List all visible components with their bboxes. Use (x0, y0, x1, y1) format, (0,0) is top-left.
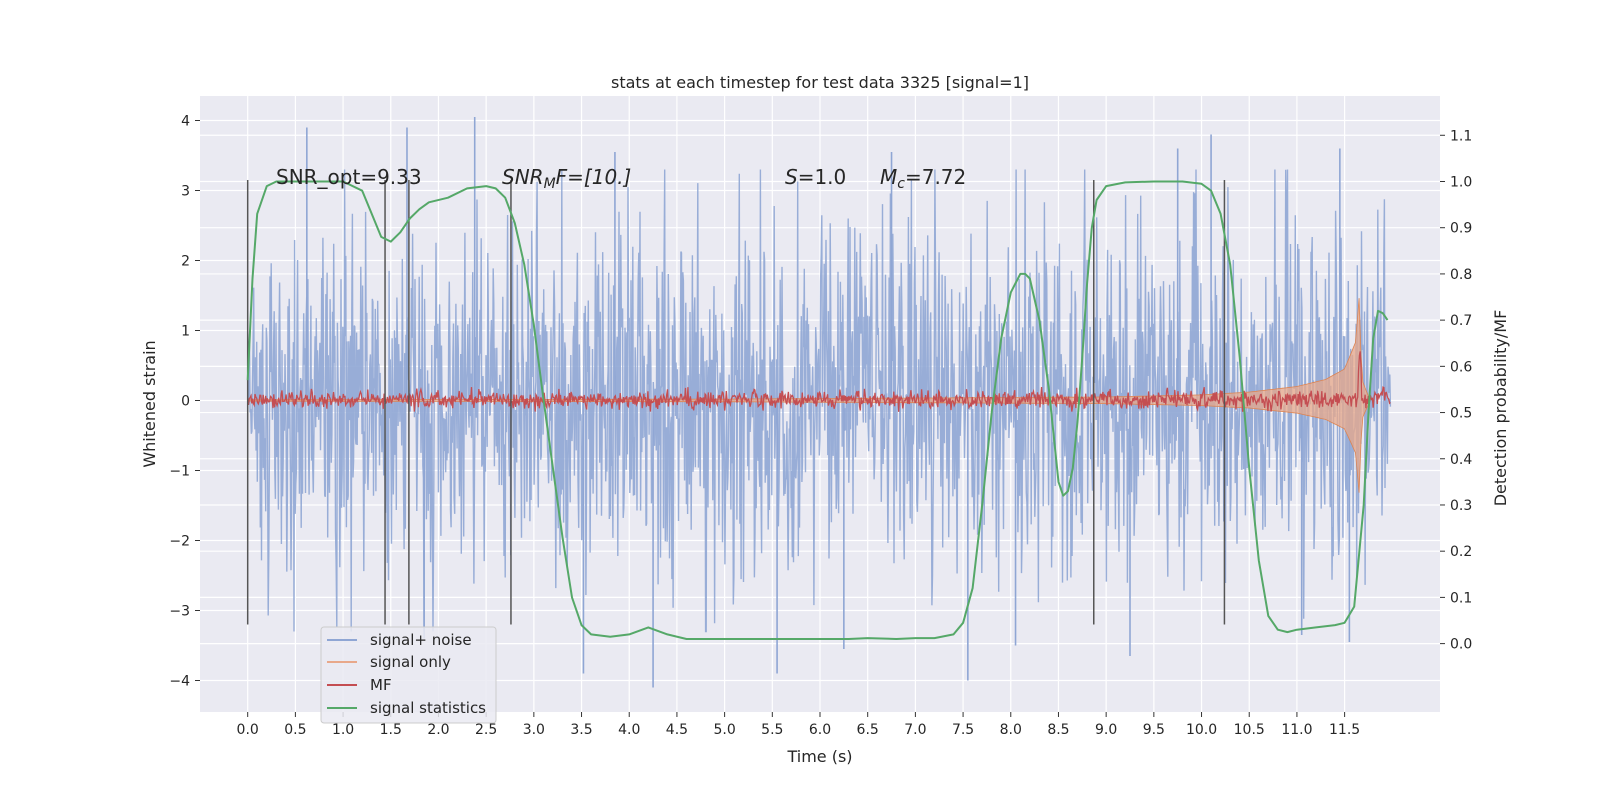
x-tick-label: 11.0 (1281, 722, 1312, 738)
y2-tick-label: 0.6 (1450, 359, 1472, 375)
x-tick-label: 0.5 (284, 722, 306, 738)
y2-tick-label: 0.0 (1450, 637, 1472, 653)
x-tick-label: 7.5 (952, 722, 974, 738)
legend-label-mf: MF (370, 676, 392, 694)
x-tick-label: 6.0 (809, 722, 831, 738)
x-tick-label: 2.0 (427, 722, 449, 738)
x-axis-ticks: 0.0 0.5 1.0 1.5 2.0 2.5 3.0 3.5 4.0 4.5 5.0 5.5 6.0 6… (237, 712, 1360, 738)
annotation-s: S=1.0 (785, 165, 846, 189)
legend-item-signal-only: signal only (327, 653, 451, 671)
x-tick-label: 5.0 (713, 722, 735, 738)
x-tick-label: 10.0 (1186, 722, 1217, 738)
x-tick-label: 4.0 (618, 722, 640, 738)
legend-box (320, 626, 497, 724)
x-tick-label: 8.0 (1000, 722, 1022, 738)
x-tick-label: 11.5 (1329, 722, 1360, 738)
x-tick-label: 3.5 (570, 722, 592, 738)
legend-item-signal-noise: signal+ noise (327, 631, 472, 649)
chart-title: stats at each timestep for test data 332… (611, 73, 1029, 92)
series-mf (247, 351, 1391, 412)
y-tick-label: −3 (169, 604, 190, 620)
y2-tick-label: 0.3 (1450, 498, 1472, 514)
x-tick-label: 10.5 (1234, 722, 1265, 738)
y-tick-label: −2 (169, 534, 190, 550)
x-tick-label: 5.5 (761, 722, 783, 738)
y2-tick-label: 0.8 (1450, 267, 1472, 283)
y2-tick-label: 0.2 (1450, 544, 1472, 560)
x-tick-label: 9.0 (1095, 722, 1117, 738)
legend-item-mf: MF (327, 676, 392, 694)
y-tick-label: −1 (169, 464, 190, 480)
y2-tick-label: 0.1 (1450, 590, 1472, 606)
y-tick-label: 4 (181, 114, 190, 130)
annotations: SNR_opt=9.33 SNRMF=[10.] S=1.0 Mc=7.72 (276, 165, 966, 192)
y-tick-label: 1 (181, 324, 190, 340)
y-tick-label: 2 (181, 254, 190, 270)
y2-tick-label: 0.9 (1450, 221, 1472, 237)
legend-label-signal-noise: signal+ noise (370, 631, 472, 649)
legend-label-signal-statistics: signal statistics (370, 699, 486, 717)
x-tick-label: 1.5 (380, 722, 402, 738)
plot-series (246, 117, 1392, 688)
y2-axis-label: Detection probability/MF (1491, 310, 1510, 507)
x-tick-label: 2.5 (475, 722, 497, 738)
legend-label-signal-only: signal only (370, 653, 451, 671)
x-tick-label: 0.0 (237, 722, 259, 738)
y-axis-label: Whitened strain (140, 340, 159, 467)
x-tick-label: 9.5 (1143, 722, 1165, 738)
y-tick-label: 0 (181, 394, 190, 410)
legend: signal+ noise signal only MF signal stat… (320, 626, 497, 724)
x-tick-label: 8.5 (1047, 722, 1069, 738)
y2-tick-label: 0.5 (1450, 406, 1472, 422)
series-signal-statistics (246, 180, 1389, 640)
annotation-snr-mf: SNRMF=[10.] (502, 165, 631, 192)
x-tick-label: 6.5 (857, 722, 879, 738)
series-signal-noise (247, 117, 1392, 688)
x-axis-label: Time (s) (786, 747, 852, 766)
y-tick-label: −4 (169, 674, 190, 690)
series-signal-statistics-line (246, 180, 1389, 640)
annotation-mc: Mc=7.72 (880, 165, 966, 192)
y2-tick-label: 0.7 (1450, 313, 1472, 329)
x-tick-label: 3.0 (523, 722, 545, 738)
annotation-snr-opt: SNR_opt=9.33 (276, 165, 422, 189)
y2-tick-label: 1.1 (1450, 128, 1472, 144)
y-axis-ticks: −4 −3 −2 −1 0 1 2 3 4 (169, 114, 200, 690)
vertical-markers (246, 180, 1226, 625)
x-tick-label: 1.0 (332, 722, 354, 738)
x-tick-label: 4.5 (666, 722, 688, 738)
y2-axis-ticks: 0.0 0.1 0.2 0.3 0.4 0.5 0.6 0.7 0.8 0.9 1.0 1.1 (1440, 128, 1472, 653)
y2-tick-label: 0.4 (1450, 452, 1472, 468)
y2-tick-label: 1.0 (1450, 174, 1472, 190)
legend-item-signal-statistics: signal statistics (327, 699, 486, 717)
series-mf-line (247, 351, 1391, 412)
y-tick-label: 3 (181, 184, 190, 200)
x-tick-label: 7.0 (904, 722, 926, 738)
